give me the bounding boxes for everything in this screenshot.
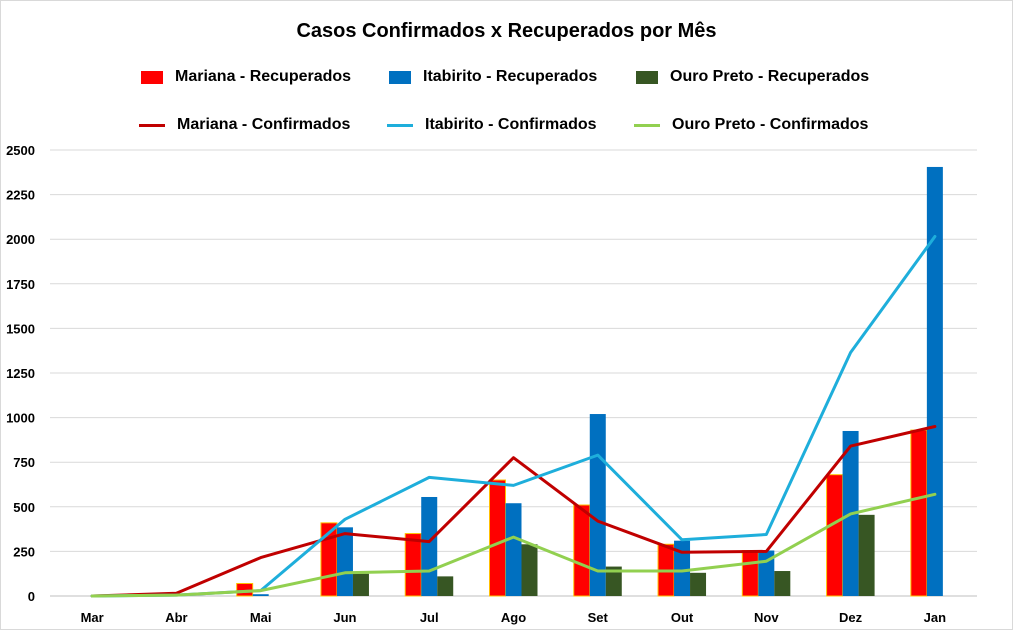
x-tick-label: Mar bbox=[81, 610, 104, 625]
bar bbox=[489, 479, 506, 597]
legend-swatch bbox=[387, 123, 413, 127]
bar bbox=[910, 429, 928, 597]
bar bbox=[352, 573, 369, 596]
axis-labels: 0 250 500 750 1000 1250 1500 1750 2000 2250 2500 Ma… bbox=[6, 143, 946, 625]
chart-title: Casos Confirmados x Recuperados por Mês bbox=[296, 20, 717, 42]
bar bbox=[505, 503, 522, 596]
bar bbox=[690, 572, 707, 596]
bar bbox=[741, 550, 759, 597]
x-tick-label: Dez bbox=[839, 610, 863, 625]
legend-label: Mariana - Confirmados bbox=[177, 116, 351, 133]
legend-item-ouro-preto-recuperados: Ouro Preto - Recuperados bbox=[636, 68, 869, 86]
x-tick-label: Mai bbox=[250, 610, 272, 625]
x-tick-label: Nov bbox=[754, 610, 779, 625]
y-tick-label: 1750 bbox=[6, 277, 35, 292]
bar bbox=[605, 566, 622, 596]
series-line bbox=[90, 492, 937, 598]
y-tick-label: 2250 bbox=[6, 188, 35, 203]
legend-label: Itabirito - Confirmados bbox=[425, 116, 597, 133]
x-tick-label: Set bbox=[588, 610, 609, 625]
legend-label: Ouro Preto - Recuperados bbox=[670, 68, 870, 85]
bar bbox=[774, 571, 791, 596]
legend-label: Itabirito - Recuperados bbox=[423, 68, 598, 85]
bar bbox=[674, 540, 691, 596]
y-tick-label: 2000 bbox=[6, 232, 35, 247]
legend-item-mariana-recuperados: Mariana - Recuperados bbox=[141, 68, 351, 86]
lines bbox=[90, 235, 937, 598]
y-tick-label: 750 bbox=[13, 455, 35, 470]
y-tick-label: 2500 bbox=[6, 143, 35, 158]
y-tick-label: 1250 bbox=[6, 366, 35, 381]
bar bbox=[521, 544, 538, 596]
bar bbox=[437, 576, 454, 596]
legend-item-itabirito-recuperados: Itabirito - Recuperados bbox=[389, 68, 597, 86]
bar bbox=[826, 474, 844, 597]
y-tick-label: 0 bbox=[28, 589, 35, 604]
x-tick-label: Ago bbox=[501, 610, 526, 625]
x-tick-label: Jun bbox=[333, 610, 356, 625]
legend-swatch bbox=[636, 70, 658, 84]
bar bbox=[404, 533, 422, 597]
legend-label: Mariana - Recuperados bbox=[175, 68, 352, 85]
legend-swatch bbox=[389, 70, 411, 84]
x-tick-label: Abr bbox=[165, 610, 187, 625]
y-tick-label: 250 bbox=[13, 544, 35, 559]
legend-swatch bbox=[634, 123, 660, 127]
bars bbox=[236, 166, 943, 597]
legend-swatch bbox=[139, 123, 165, 127]
legend-swatch bbox=[141, 70, 163, 84]
series-line bbox=[90, 425, 937, 598]
bar bbox=[858, 514, 875, 596]
y-tick-label: 500 bbox=[13, 500, 35, 515]
bar bbox=[336, 527, 353, 596]
x-tick-label: Jul bbox=[420, 610, 439, 625]
bar bbox=[926, 166, 943, 596]
y-tick-label: 1000 bbox=[6, 411, 35, 426]
legend-item-ouro-preto-confirmados: Ouro Preto - Confirmados bbox=[634, 116, 868, 134]
bar bbox=[573, 504, 591, 597]
legend-label: Ouro Preto - Confirmados bbox=[672, 116, 869, 133]
bar bbox=[421, 496, 438, 596]
y-tick-label: 1500 bbox=[6, 321, 35, 336]
bar bbox=[252, 594, 269, 596]
x-tick-label: Jan bbox=[924, 610, 946, 625]
x-tick-label: Out bbox=[671, 610, 694, 625]
legend-item-itabirito-confirmados: Itabirito - Confirmados bbox=[387, 116, 597, 134]
legend-item-mariana-confirmados: Mariana - Confirmados bbox=[139, 116, 350, 134]
